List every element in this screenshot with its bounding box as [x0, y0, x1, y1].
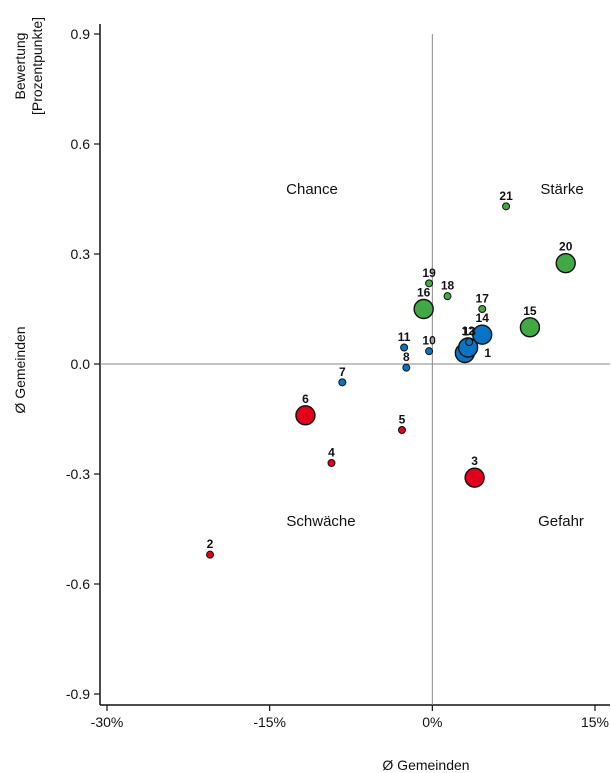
data-point-2 — [206, 550, 215, 559]
y-axis-secondary-title: Ø Gemeinden — [12, 326, 28, 413]
data-point-label: 3 — [471, 454, 478, 468]
x-tick-label: 0% — [422, 714, 442, 730]
data-point-6 — [295, 405, 316, 426]
data-point-3 — [464, 467, 485, 488]
y-tick-label: -0.9 — [66, 686, 90, 702]
data-point-21 — [502, 202, 511, 211]
data-point-8 — [402, 363, 411, 372]
data-point-11 — [400, 343, 409, 352]
data-point-label: 2 — [207, 537, 214, 551]
data-point-18 — [443, 292, 452, 301]
y-tick-label: -0.3 — [66, 466, 90, 482]
data-point-7 — [338, 378, 347, 387]
data-point-17 — [478, 305, 487, 313]
x-ticks: -30% -15% 0% 15% — [91, 705, 609, 730]
data-point-label: 20 — [559, 240, 573, 254]
data-point-label: 1 — [484, 346, 491, 360]
data-point-label: 16 — [417, 286, 431, 300]
data-point-label: 4 — [328, 446, 335, 460]
x-tick-label: 15% — [581, 714, 609, 730]
quadrant-label-schwaeche: Schwäche — [286, 513, 355, 530]
y-ticks: 0.9 0.6 0.3 0.0 -0.3 -0.6 -0.9 — [66, 26, 100, 702]
data-point-label: 5 — [399, 413, 406, 427]
data-point-19 — [425, 279, 434, 288]
data-point-label: 18 — [441, 279, 455, 293]
y-axis-title-line-1: Bewertung — [12, 33, 28, 100]
data-point-5 — [397, 426, 406, 434]
y-tick-label: 0.9 — [71, 26, 91, 42]
data-point-label: 13 — [463, 325, 477, 339]
data-point-label: 12 — [461, 324, 475, 338]
data-point-13 — [465, 338, 474, 346]
x-tick-label: -30% — [91, 714, 124, 730]
y-axis-title-line-2: [Prozentpunkte] — [29, 17, 45, 115]
y-tick-label: 0.0 — [71, 356, 91, 372]
y-tick-label: -0.6 — [66, 576, 90, 592]
quadrant-label-chance: Chance — [286, 181, 338, 198]
data-point-15 — [519, 317, 541, 338]
data-point-label: 15 — [523, 304, 537, 318]
data-point-label: 8 — [403, 350, 410, 364]
data-point-10 — [425, 347, 434, 356]
x-tick-label: -15% — [253, 714, 286, 730]
data-point-label: 7 — [339, 365, 346, 379]
data-point-label: 6 — [302, 392, 309, 406]
data-point-16 — [413, 298, 434, 320]
data-point-label: 14 — [476, 311, 490, 325]
data-point-14 — [472, 324, 493, 345]
y-tick-label: 0.3 — [71, 246, 91, 262]
axes — [99, 24, 610, 706]
quadrant-label-staerke: Stärke — [540, 181, 583, 198]
data-point-label: 21 — [499, 189, 513, 203]
data-point-label: 11 — [398, 330, 411, 344]
data-point-4 — [327, 459, 336, 467]
data-point-20 — [555, 252, 576, 274]
y-tick-label: 0.6 — [71, 136, 91, 152]
quadrant-label-gefahr: Gefahr — [538, 513, 584, 530]
data-point-label: 17 — [476, 292, 490, 306]
x-axis-title: Ø Gemeinden — [382, 757, 469, 773]
data-point-label: 10 — [422, 334, 436, 348]
data-point-label: 19 — [422, 266, 436, 280]
